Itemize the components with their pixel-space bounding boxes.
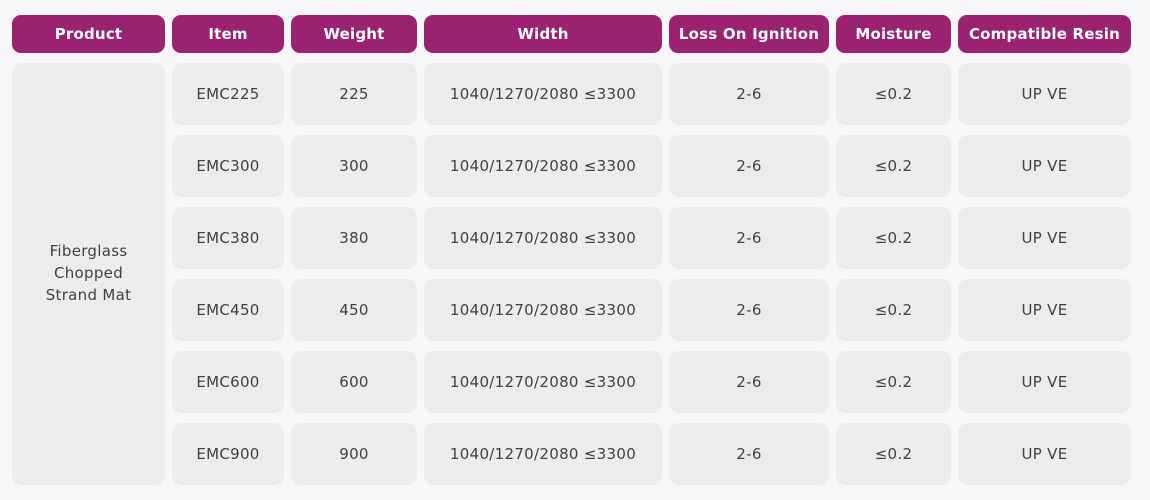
cell-item: EMC380 [172,207,284,269]
cell-compatible-resin: UP VE [958,279,1131,341]
cell-weight: 380 [291,207,417,269]
column-header-moisture: Moisture [836,15,951,53]
cell-moisture: ≤0.2 [836,207,951,269]
cell-moisture: ≤0.2 [836,279,951,341]
cell-item: EMC900 [172,423,284,485]
column-header-loss-on-ignition: Loss On Ignition [669,15,829,53]
cell-compatible-resin: UP VE [958,207,1131,269]
cell-item: EMC600 [172,351,284,413]
cell-width: 1040/1270/2080 ≤3300 [424,63,662,125]
cell-width: 1040/1270/2080 ≤3300 [424,207,662,269]
cell-width: 1040/1270/2080 ≤3300 [424,279,662,341]
cell-moisture: ≤0.2 [836,135,951,197]
cell-compatible-resin: UP VE [958,423,1131,485]
cell-item: EMC300 [172,135,284,197]
cell-loss-on-ignition: 2-6 [669,351,829,413]
product-group-label: Fiberglass Chopped Strand Mat [45,242,132,304]
cell-loss-on-ignition: 2-6 [669,135,829,197]
cell-weight: 600 [291,351,417,413]
cell-weight: 300 [291,135,417,197]
cell-moisture: ≤0.2 [836,63,951,125]
column-header-compatible-resin: Compatible Resin [958,15,1131,53]
cell-width: 1040/1270/2080 ≤3300 [424,423,662,485]
cell-weight: 900 [291,423,417,485]
cell-moisture: ≤0.2 [836,351,951,413]
cell-loss-on-ignition: 2-6 [669,423,829,485]
cell-compatible-resin: UP VE [958,351,1131,413]
cell-weight: 225 [291,63,417,125]
cell-moisture: ≤0.2 [836,423,951,485]
cell-weight: 450 [291,279,417,341]
cell-compatible-resin: UP VE [958,135,1131,197]
column-header-product: Product [12,15,165,53]
cell-loss-on-ignition: 2-6 [669,207,829,269]
cell-width: 1040/1270/2080 ≤3300 [424,135,662,197]
cell-compatible-resin: UP VE [958,63,1131,125]
cell-item: EMC225 [172,63,284,125]
cell-loss-on-ignition: 2-6 [669,63,829,125]
cell-width: 1040/1270/2080 ≤3300 [424,351,662,413]
column-header-weight: Weight [291,15,417,53]
product-spec-table: Product Item Weight Width Loss On Igniti… [12,15,1131,485]
cell-loss-on-ignition: 2-6 [669,279,829,341]
product-group-cell: Fiberglass Chopped Strand Mat [12,63,165,485]
cell-item: EMC450 [172,279,284,341]
column-header-width: Width [424,15,662,53]
column-header-item: Item [172,15,284,53]
